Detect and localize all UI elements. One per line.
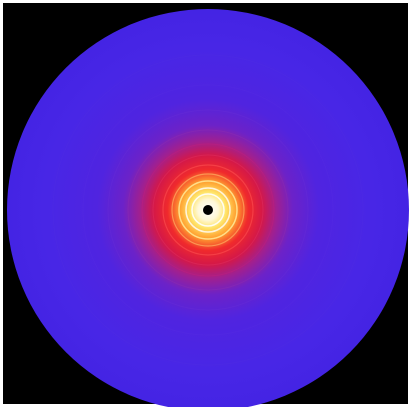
beam-stop bbox=[203, 205, 213, 215]
page bbox=[0, 0, 411, 407]
diffraction-image bbox=[0, 0, 411, 407]
